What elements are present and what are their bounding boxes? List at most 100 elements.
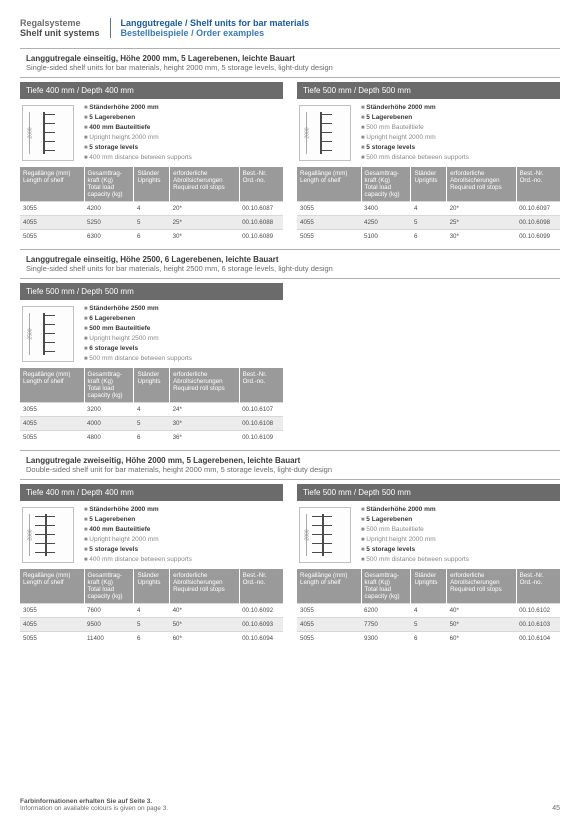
- col-stops: erforderlicheAbrollsicherungenRequired r…: [170, 368, 240, 403]
- spec-bullets: Ständerhöhe 2000 mm5 Lagerebenen500 mm B…: [361, 505, 469, 565]
- depth-header: Tiefe 500 mm / Depth 500 mm: [297, 484, 560, 501]
- cell-length: 3055: [20, 403, 84, 417]
- shelf-diagram: 2000: [299, 105, 351, 161]
- spec-row: 2000 Ständerhöhe 2000 mm5 Lagerebenen400…: [20, 103, 283, 163]
- diagram-height-label: 2000: [28, 529, 34, 540]
- spec-bullet: Ständerhöhe 2000 mm: [84, 103, 192, 113]
- depth-header: Tiefe 400 mm / Depth 400 mm: [20, 82, 283, 99]
- col-load: Gesamttrag-kraft (Kg)Total loadcapacity …: [84, 569, 134, 604]
- section-title-de: Langgutregale zweiseitig, Höhe 2000 mm, …: [26, 456, 554, 465]
- spec-bullet: 500 mm distance between supports: [361, 153, 469, 163]
- cell-uprights: 5: [411, 216, 447, 230]
- spec-bullets: Ständerhöhe 2500 mm6 Lagerebenen500 mm B…: [84, 304, 192, 364]
- spec-bullet: Upright height 2500 mm: [84, 334, 192, 344]
- spec-bullet: 6 Lagerebenen: [84, 314, 192, 324]
- cell-load: 3200: [84, 403, 134, 417]
- section-title: Langgutregale zweiseitig, Höhe 2000 mm, …: [20, 450, 560, 480]
- spec-bullet: 5 storage levels: [361, 545, 469, 555]
- cell-stops: 40*: [170, 604, 240, 618]
- col-length: Regallänge (mm)Length of shelf: [20, 167, 84, 202]
- cell-order: 00.10.6088: [239, 216, 283, 230]
- col-length: Regallänge (mm)Length of shelf: [20, 368, 84, 403]
- col-uprights: StänderUprights: [134, 569, 170, 604]
- table-row: 4055 5250 5 25* 00.10.6088: [20, 216, 283, 230]
- col-order: Best.-Nr.Ord.-no.: [516, 167, 560, 202]
- spec-bullet: 5 storage levels: [361, 143, 469, 153]
- cell-uprights: 6: [411, 230, 447, 244]
- spec-bullet: 400 mm distance between supports: [84, 153, 192, 163]
- cell-length: 5055: [20, 431, 84, 445]
- cell-order: 00.10.6108: [239, 417, 283, 431]
- spec-bullet: Ständerhöhe 2500 mm: [84, 304, 192, 314]
- cell-uprights: 5: [411, 618, 447, 632]
- cell-load: 4200: [84, 202, 134, 216]
- spec-bullet: 500 mm Bauteiltiefe: [84, 324, 192, 334]
- cell-order: 00.10.6109: [239, 431, 283, 445]
- col-length: Regallänge (mm)Length of shelf: [20, 569, 84, 604]
- cell-stops: 40*: [447, 604, 517, 618]
- diagram-height-label: 2000: [305, 529, 311, 540]
- spec-bullet: Ständerhöhe 2000 mm: [361, 103, 469, 113]
- shelf-diagram: 2000: [299, 507, 351, 563]
- table-row: 3055 3200 4 24* 00.10.6107: [20, 403, 283, 417]
- spec-bullets: Ständerhöhe 2000 mm5 Lagerebenen400 mm B…: [84, 505, 192, 565]
- spec-bullet: 5 storage levels: [84, 143, 192, 153]
- cell-stops: 36*: [170, 431, 240, 445]
- spec-bullet: 6 storage levels: [84, 344, 192, 354]
- spec-bullet: Upright height 2000 mm: [84, 535, 192, 545]
- col-length: Regallänge (mm)Length of shelf: [297, 569, 361, 604]
- spec-bullet: Upright height 2000 mm: [361, 133, 469, 143]
- cell-uprights: 4: [411, 202, 447, 216]
- cell-order: 00.10.6099: [516, 230, 560, 244]
- col-load: Gesamttrag-kraft (Kg)Total loadcapacity …: [361, 167, 411, 202]
- spec-row: 2000 Ständerhöhe 2000 mm5 Lagerebenen400…: [20, 505, 283, 565]
- cell-uprights: 6: [411, 632, 447, 646]
- depth-panel: Tiefe 500 mm / Depth 500 mm 2000 Ständer…: [297, 484, 560, 645]
- table-row: 5055 4800 6 36* 00.10.6109: [20, 431, 283, 445]
- spec-bullet: 400 mm Bauteiltiefe: [84, 123, 192, 133]
- product-table: Regallänge (mm)Length of shelf Gesamttra…: [20, 368, 283, 444]
- cell-stops: 25*: [447, 216, 517, 230]
- section-title: Langgutregale einseitig, Höhe 2500, 6 La…: [20, 249, 560, 279]
- cell-length: 3055: [20, 604, 84, 618]
- depth-panel: Tiefe 400 mm / Depth 400 mm 2000 Ständer…: [20, 484, 283, 645]
- cell-uprights: 5: [134, 618, 170, 632]
- cell-load: 4250: [361, 216, 411, 230]
- cell-length: 5055: [297, 632, 361, 646]
- shelf-diagram: 2500: [22, 306, 74, 362]
- table-row: 4055 4250 5 25* 00.10.6098: [297, 216, 560, 230]
- spec-bullet: Upright height 2000 mm: [361, 535, 469, 545]
- page-number: 45: [552, 805, 560, 812]
- spec-bullet: 5 Lagerebenen: [84, 113, 192, 123]
- spec-bullet: 5 Lagerebenen: [361, 113, 469, 123]
- section-title-de: Langgutregale einseitig, Höhe 2500, 6 La…: [26, 255, 554, 264]
- cell-stops: 60*: [447, 632, 517, 646]
- col-load: Gesamttrag-kraft (Kg)Total loadcapacity …: [361, 569, 411, 604]
- spec-bullet: 5 storage levels: [84, 545, 192, 555]
- cell-stops: 25*: [170, 216, 240, 230]
- cell-order: 00.10.6089: [239, 230, 283, 244]
- cell-stops: 30*: [170, 230, 240, 244]
- col-stops: erforderlicheAbrollsicherungenRequired r…: [170, 569, 240, 604]
- col-order: Best.-Nr.Ord.-no.: [516, 569, 560, 604]
- section-title-en: Double-sided shelf unit for bar material…: [26, 465, 554, 474]
- two-column-row: Tiefe 400 mm / Depth 400 mm 2000 Ständer…: [20, 484, 560, 645]
- cell-length: 4055: [20, 618, 84, 632]
- diagram-height-label: 2000: [28, 127, 34, 138]
- cell-load: 6300: [84, 230, 134, 244]
- table-row: 5055 5100 6 30* 00.10.6099: [297, 230, 560, 244]
- table-row: 4055 4000 5 30* 00.10.6108: [20, 417, 283, 431]
- cell-uprights: 6: [134, 230, 170, 244]
- cell-length: 4055: [20, 417, 84, 431]
- table-row: 5055 6300 6 30* 00.10.6089: [20, 230, 283, 244]
- cell-order: 00.10.6104: [516, 632, 560, 646]
- table-row: 5055 11400 6 60* 00.10.6094: [20, 632, 283, 646]
- table-row: 3055 4200 4 20* 00.10.6087: [20, 202, 283, 216]
- cell-load: 9300: [361, 632, 411, 646]
- cell-load: 5100: [361, 230, 411, 244]
- depth-header: Tiefe 400 mm / Depth 400 mm: [20, 484, 283, 501]
- cell-uprights: 6: [134, 431, 170, 445]
- cell-order: 00.10.6103: [516, 618, 560, 632]
- cell-order: 00.10.6093: [239, 618, 283, 632]
- spec-bullets: Ständerhöhe 2000 mm5 Lagerebenen400 mm B…: [84, 103, 192, 163]
